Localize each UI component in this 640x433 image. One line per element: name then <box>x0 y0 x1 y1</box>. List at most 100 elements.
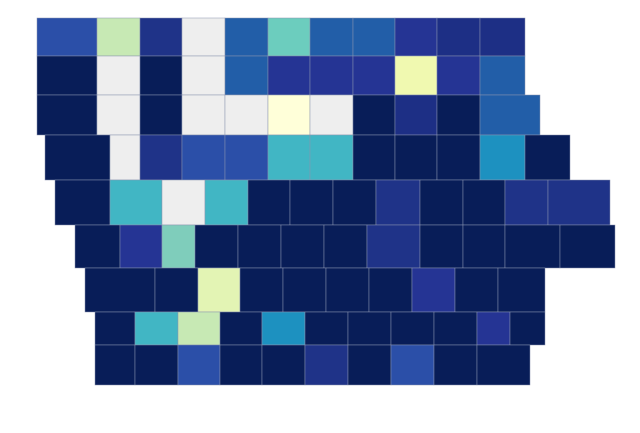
county <box>177 344 221 386</box>
county <box>419 224 464 269</box>
county <box>479 17 526 57</box>
county <box>394 55 438 96</box>
county <box>54 179 111 226</box>
county <box>304 344 349 386</box>
county <box>547 179 611 226</box>
county <box>509 311 546 346</box>
county <box>181 134 226 181</box>
county <box>181 94 226 136</box>
county <box>436 94 481 136</box>
county <box>332 179 377 226</box>
county <box>94 311 136 346</box>
county <box>436 134 481 181</box>
county <box>261 311 306 346</box>
county <box>197 267 241 313</box>
county <box>109 134 141 181</box>
county <box>96 55 141 96</box>
county <box>224 17 269 57</box>
county <box>347 344 392 386</box>
county <box>224 55 269 96</box>
county <box>139 134 183 181</box>
county <box>375 179 421 226</box>
county <box>280 224 325 269</box>
county <box>36 55 98 96</box>
county <box>411 267 456 313</box>
county <box>433 344 478 386</box>
county <box>309 55 354 96</box>
county <box>433 311 478 346</box>
county <box>304 311 349 346</box>
county <box>479 134 526 181</box>
county <box>239 267 284 313</box>
county <box>289 179 334 226</box>
county <box>462 224 506 269</box>
county <box>134 344 179 386</box>
county <box>134 311 179 346</box>
county <box>194 224 239 269</box>
county <box>282 267 327 313</box>
county <box>224 134 269 181</box>
county <box>309 134 354 181</box>
county <box>267 17 311 57</box>
county <box>454 267 499 313</box>
county <box>74 224 121 269</box>
county <box>96 94 141 136</box>
county <box>394 134 438 181</box>
county <box>161 224 196 269</box>
county <box>347 311 392 346</box>
county <box>390 344 435 386</box>
county <box>462 179 506 226</box>
county <box>476 344 531 386</box>
county <box>247 179 291 226</box>
county <box>504 179 549 226</box>
county <box>139 17 183 57</box>
county <box>497 267 546 313</box>
county <box>325 267 370 313</box>
county <box>96 17 141 57</box>
county <box>261 344 306 386</box>
county <box>204 179 249 226</box>
county <box>479 55 526 96</box>
county <box>366 224 421 269</box>
county <box>139 55 183 96</box>
county <box>154 267 199 313</box>
county <box>219 344 263 386</box>
county <box>436 17 481 57</box>
county <box>177 311 221 346</box>
county <box>119 224 163 269</box>
county <box>394 17 438 57</box>
county <box>44 134 111 181</box>
county <box>419 179 464 226</box>
county <box>94 344 136 386</box>
county <box>267 134 311 181</box>
county <box>352 94 396 136</box>
county <box>36 94 98 136</box>
county <box>237 224 282 269</box>
county <box>390 311 435 346</box>
county <box>84 267 156 313</box>
county <box>352 17 396 57</box>
county <box>219 311 263 346</box>
county <box>109 179 163 226</box>
county <box>267 55 311 96</box>
county <box>309 17 354 57</box>
county <box>394 94 438 136</box>
county <box>368 267 413 313</box>
county <box>559 224 616 269</box>
county <box>504 224 561 269</box>
county <box>224 94 269 136</box>
county <box>524 134 571 181</box>
county <box>139 94 183 136</box>
county <box>181 17 226 57</box>
county <box>267 94 311 136</box>
county <box>436 55 481 96</box>
county <box>36 17 98 57</box>
county <box>161 179 206 226</box>
county <box>323 224 368 269</box>
county <box>479 94 541 136</box>
county <box>352 134 396 181</box>
county <box>309 94 354 136</box>
county <box>352 55 396 96</box>
county <box>181 55 226 96</box>
